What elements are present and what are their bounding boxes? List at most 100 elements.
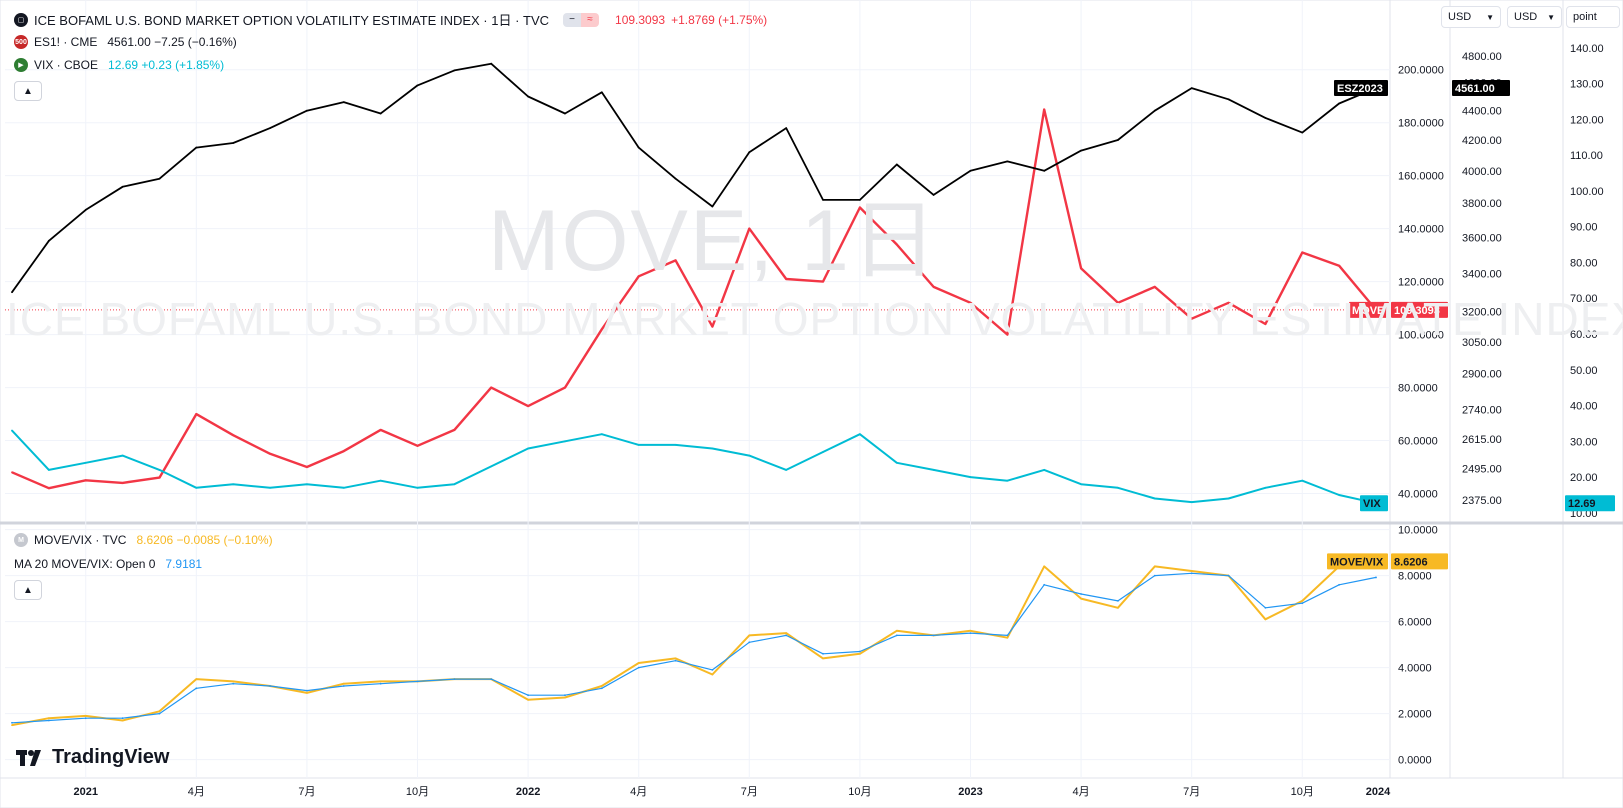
data-point-move-vix: [600, 685, 603, 687]
data-point-es1-: [232, 142, 235, 144]
time-axis-label: 10月: [1291, 786, 1314, 798]
es-series-tag: ESZ2023: [1337, 83, 1383, 95]
es-axis-label: 3200.00: [1462, 307, 1502, 319]
ma-legend[interactable]: MA 20 MOVE/VIX: Open 0 7.9181: [14, 557, 202, 571]
data-point-move: [379, 429, 382, 431]
data-point-vix: [1117, 486, 1119, 489]
data-point-move: [600, 328, 603, 331]
ratio-axis-label: 0.0000: [1398, 755, 1432, 767]
data-point-vix: [564, 440, 566, 443]
currency-select-1[interactable]: USD ▼: [1441, 6, 1501, 28]
data-point-move-vix: [306, 692, 308, 694]
data-point-es1-: [711, 205, 714, 208]
data-point-move: [1006, 333, 1009, 336]
move-axis-label: 140.0000: [1398, 224, 1444, 236]
move-axis-label: 40.0000: [1398, 489, 1438, 501]
main-price: 109.3093: [615, 12, 666, 27]
data-point-move-vix: [822, 657, 824, 660]
data-point-es1-: [527, 95, 530, 98]
es-axis-label: 2615.00: [1462, 434, 1502, 446]
data-point-move-vix: [379, 680, 382, 683]
data-point-vix: [1264, 486, 1267, 489]
data-point-vix: [969, 476, 972, 478]
data-point-move: [674, 259, 677, 262]
data-point-es1-: [1338, 102, 1341, 105]
data-point-vix: [711, 447, 714, 450]
main-change: +1.8769 (+1.75%): [671, 12, 768, 27]
data-point-move: [232, 434, 235, 437]
data-point-move-vix: [1117, 606, 1119, 609]
es-last-value-bg: [1452, 79, 1510, 96]
data-point-ma-20-move-vix-open-0: [674, 659, 677, 662]
data-point-ma-20-move-vix-open-0: [269, 685, 271, 687]
vix-legend[interactable]: ▶ VIX · CBOE 12.69 +0.23 (+1.85%): [14, 58, 224, 72]
data-point-move-vix: [527, 698, 530, 701]
data-point-move: [1043, 108, 1046, 111]
currency-select-2[interactable]: USD ▼: [1507, 6, 1562, 28]
vix-last-value-bg: [1565, 495, 1615, 512]
data-point-vix: [858, 433, 861, 436]
ratio-legend[interactable]: M MOVE/VIX · TVC 8.6206 −0.0085 (−0.10%): [14, 533, 273, 547]
es-axis-label: 2495.00: [1462, 464, 1502, 476]
data-point-move: [342, 450, 345, 453]
unit-select[interactable]: point: [1566, 6, 1620, 28]
series-line-vix: [11, 429, 1377, 505]
main-title[interactable]: ICE BOFAML U.S. BOND MARKET OPTION VOLAT…: [34, 13, 550, 28]
data-point-move-vix: [674, 657, 677, 660]
move-axis-label: 100.0000: [1398, 330, 1444, 342]
data-point-ma-20-move-vix-open-0: [1190, 572, 1193, 575]
ratio-label: MOVE/VIX · TVC: [34, 533, 127, 547]
data-point-move: [1338, 264, 1341, 267]
ma-label: MA 20 MOVE/VIX: Open 0: [14, 557, 156, 571]
compare-toggle-icon[interactable]: − ≈: [563, 12, 600, 27]
data-point-move-vix: [858, 652, 861, 655]
vix-axis-label: 120.00: [1570, 114, 1604, 126]
data-point-ma-20-move-vix-open-0: [785, 634, 788, 637]
data-point-ma-20-move-vix-open-0: [232, 682, 235, 685]
data-point-move-vix: [748, 634, 751, 637]
data-point-vix: [1190, 501, 1193, 504]
data-point-vix: [416, 486, 419, 489]
data-point-move: [158, 476, 161, 479]
data-point-move: [11, 471, 13, 474]
move-last-value-bg: [1391, 301, 1448, 318]
ratio-last-value: 8.6206: [1394, 556, 1428, 568]
data-point-ma-20-move-vix-open-0: [1080, 593, 1082, 595]
data-point-move-vix: [969, 629, 972, 632]
data-point-ma-20-move-vix-open-0: [932, 634, 935, 637]
symbol-logo-icon: ▢: [14, 12, 28, 27]
data-point-es1-: [158, 177, 161, 180]
data-point-move: [306, 466, 308, 468]
tradingview-logo[interactable]: TradingView: [16, 746, 169, 769]
data-point-es1-: [564, 112, 566, 115]
data-point-ma-20-move-vix-open-0: [1006, 634, 1009, 637]
data-point-es1-: [121, 185, 124, 188]
chevron-up-icon: ▲: [23, 85, 33, 97]
es-axis-label: 3050.00: [1462, 337, 1502, 349]
time-axis-label: 7月: [1183, 786, 1200, 798]
data-point-vix: [379, 479, 382, 482]
data-point-es1-: [1264, 116, 1267, 119]
data-point-move: [47, 487, 50, 490]
data-point-vix: [1338, 494, 1341, 496]
data-point-move-vix: [1153, 565, 1156, 568]
es-axis-label: 3800.00: [1462, 198, 1502, 210]
ratio-last-value-bg: [1391, 553, 1448, 570]
time-axis-label: 10月: [848, 786, 871, 798]
data-point-move: [895, 243, 898, 246]
data-point-move-vix: [564, 696, 566, 699]
data-point-ma-20-move-vix-open-0: [195, 687, 198, 690]
data-point-ma-20-move-vix-open-0: [1375, 576, 1377, 579]
collapse-legend-button[interactable]: ▲: [14, 81, 42, 101]
es-axis-label: 2375.00: [1462, 495, 1502, 507]
ratio-axis-label: 2.0000: [1398, 709, 1432, 721]
es-legend[interactable]: 500 ES1! · CME 4561.00 −7.25 (−0.16%): [14, 35, 237, 49]
data-point-ma-20-move-vix-open-0: [527, 694, 530, 697]
collapse-lower-legend-button[interactable]: ▲: [14, 580, 42, 600]
data-point-move: [748, 227, 751, 230]
data-point-vix: [1080, 483, 1082, 486]
data-point-es1-: [1006, 160, 1009, 163]
data-point-move-vix: [711, 673, 714, 676]
